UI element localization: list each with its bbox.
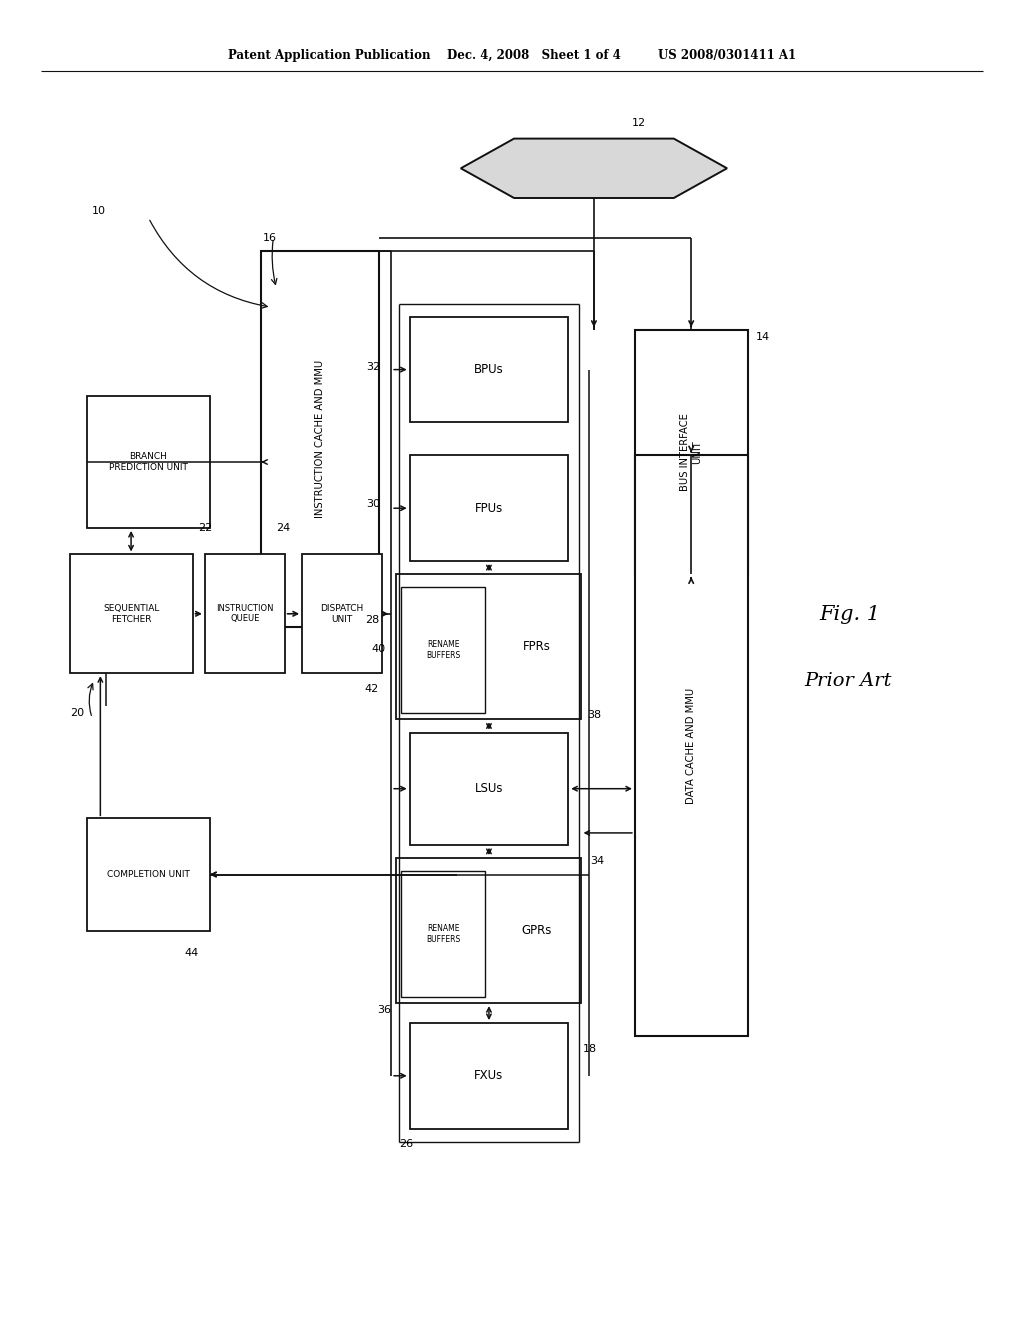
Text: 44: 44 bbox=[184, 948, 199, 958]
Text: 24: 24 bbox=[276, 523, 291, 533]
Text: INSTRUCTION
QUEUE: INSTRUCTION QUEUE bbox=[216, 605, 273, 623]
Polygon shape bbox=[461, 139, 727, 198]
Text: 18: 18 bbox=[583, 1044, 597, 1055]
Bar bbox=[410, 1023, 568, 1129]
Text: 40: 40 bbox=[372, 644, 386, 655]
Bar bbox=[396, 858, 581, 1003]
Text: 22: 22 bbox=[198, 523, 212, 533]
Bar bbox=[87, 396, 210, 528]
Text: RENAME
BUFFERS: RENAME BUFFERS bbox=[426, 924, 461, 944]
Text: LSUs: LSUs bbox=[475, 783, 503, 795]
Text: 12: 12 bbox=[632, 117, 646, 128]
Bar bbox=[635, 330, 748, 574]
Bar bbox=[205, 554, 285, 673]
Text: 10: 10 bbox=[92, 206, 106, 216]
Bar bbox=[410, 733, 568, 845]
Bar bbox=[410, 455, 568, 561]
Bar bbox=[302, 554, 382, 673]
Text: FXUs: FXUs bbox=[474, 1069, 504, 1082]
Text: Patent Application Publication    Dec. 4, 2008   Sheet 1 of 4         US 2008/03: Patent Application Publication Dec. 4, 2… bbox=[228, 49, 796, 62]
Text: COMPLETION UNIT: COMPLETION UNIT bbox=[108, 870, 189, 879]
Text: SEQUENTIAL
FETCHER: SEQUENTIAL FETCHER bbox=[102, 605, 160, 623]
Text: FPUs: FPUs bbox=[475, 502, 503, 515]
Text: GPRs: GPRs bbox=[521, 924, 552, 937]
Text: BRANCH
PREDICTION UNIT: BRANCH PREDICTION UNIT bbox=[109, 453, 188, 471]
Text: RENAME
BUFFERS: RENAME BUFFERS bbox=[426, 640, 461, 660]
Text: Fig. 1: Fig. 1 bbox=[819, 606, 881, 624]
Text: INSTRUCTION CACHE AND MMU: INSTRUCTION CACHE AND MMU bbox=[315, 360, 325, 517]
Text: 28: 28 bbox=[366, 615, 380, 626]
Text: 38: 38 bbox=[587, 710, 601, 721]
Text: 14: 14 bbox=[756, 331, 770, 342]
Bar bbox=[635, 455, 748, 1036]
Bar bbox=[396, 574, 581, 719]
Text: DISPATCH
UNIT: DISPATCH UNIT bbox=[321, 605, 364, 623]
Text: 42: 42 bbox=[365, 684, 379, 694]
Text: BUS INTERFACE
UNIT: BUS INTERFACE UNIT bbox=[680, 413, 702, 491]
Text: 20: 20 bbox=[70, 708, 84, 718]
Text: BPUs: BPUs bbox=[474, 363, 504, 376]
Bar bbox=[401, 871, 485, 997]
Text: Prior Art: Prior Art bbox=[804, 672, 891, 690]
Text: 32: 32 bbox=[367, 362, 381, 372]
Bar bbox=[87, 818, 210, 931]
Text: 26: 26 bbox=[399, 1139, 414, 1150]
Bar bbox=[401, 587, 485, 713]
Text: FPRs: FPRs bbox=[522, 640, 550, 653]
Text: 36: 36 bbox=[377, 1005, 391, 1015]
Bar bbox=[261, 251, 379, 627]
Text: DATA CACHE AND MMU: DATA CACHE AND MMU bbox=[686, 688, 696, 804]
Bar bbox=[410, 317, 568, 422]
Text: 30: 30 bbox=[367, 499, 381, 510]
Bar bbox=[70, 554, 193, 673]
Text: 16: 16 bbox=[263, 232, 278, 243]
Text: 34: 34 bbox=[590, 855, 604, 866]
